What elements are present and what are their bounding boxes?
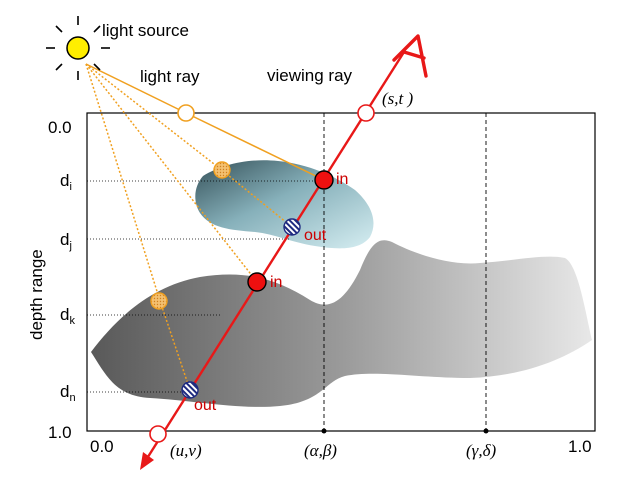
light-ray-frame-point <box>177 104 195 122</box>
gd-label: (γ,δ) <box>466 441 497 460</box>
y-axis-bottom-label: 1.0 <box>48 423 72 442</box>
y-axis-top-label: 0.0 <box>48 118 72 137</box>
light-source-label: light source <box>102 21 189 40</box>
depth-dn-label: dn <box>60 382 76 404</box>
out-point-upper <box>283 218 301 236</box>
axis-dot-ab <box>321 428 327 434</box>
depth-di-label: di <box>60 171 72 193</box>
uv-label: (u,v) <box>170 441 202 460</box>
x-axis-right-label: 1.0 <box>568 437 592 456</box>
in-point-lower <box>247 272 267 292</box>
depth-dj-label: dj <box>60 230 72 252</box>
eye-letter-icon <box>392 34 428 78</box>
st-label: (s,t ) <box>382 89 414 108</box>
light-sample-upper <box>213 161 231 179</box>
in-label-upper: in <box>336 171 348 188</box>
light-sample-lower <box>150 292 168 310</box>
light-rays <box>85 63 325 391</box>
in-label-lower: in <box>270 274 282 291</box>
x-axis-left-label: 0.0 <box>90 437 114 456</box>
sun-icon <box>46 16 110 80</box>
light-ray-label: light ray <box>140 67 200 86</box>
grid-dashed <box>323 113 487 431</box>
ab-label: (α,β) <box>304 441 337 460</box>
depth-range-label: depth range <box>27 249 46 340</box>
arrow-icon <box>140 452 154 470</box>
out-label-upper: out <box>304 227 327 244</box>
out-point-lower <box>181 381 199 399</box>
depth-dk-label: dk <box>60 305 75 327</box>
in-point-upper <box>314 170 334 190</box>
axis-dot-gd <box>483 428 489 434</box>
viewing-ray-label: viewing ray <box>267 66 353 85</box>
depth-guides <box>87 180 325 393</box>
volume-blob-lower <box>91 240 592 407</box>
out-label-lower: out <box>194 397 217 414</box>
ray-point-uv <box>149 425 167 443</box>
ray-point-st <box>357 104 375 122</box>
